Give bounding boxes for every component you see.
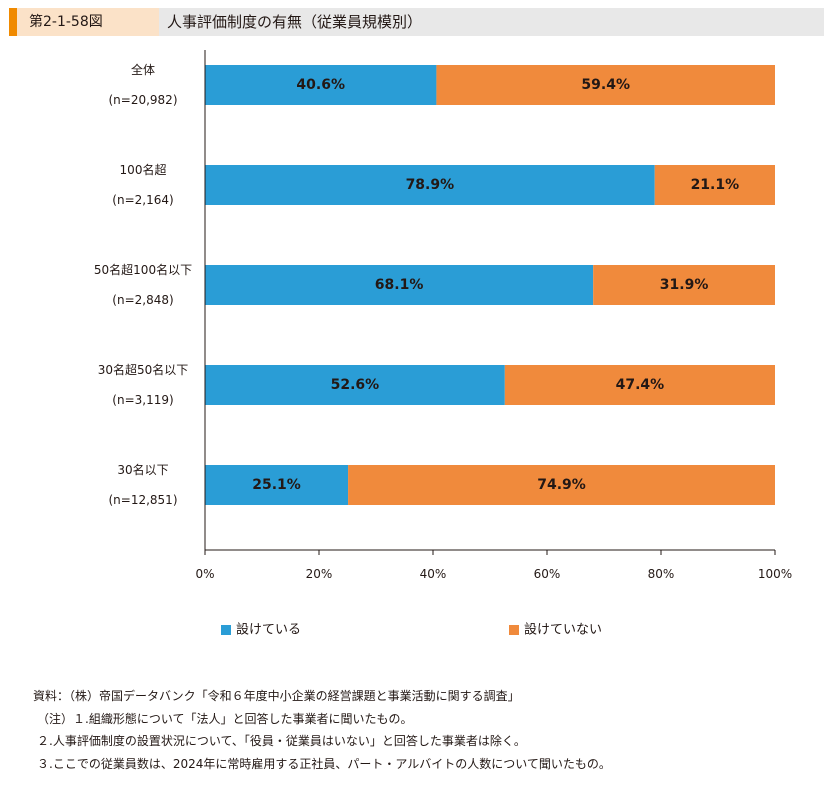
bar-value-label: 47.4%: [616, 377, 665, 393]
notes: 資料：（株）帝国データバンク「令和６年度中小企業の経営課題と事業活動に関する調査…: [33, 685, 611, 775]
x-tick-label: 100%: [758, 567, 792, 581]
category-n-label: (n=2,164): [112, 193, 173, 207]
bar-segment: [504, 365, 775, 405]
figure-title: 人事評価制度の有無（従業員規模別）: [167, 13, 423, 31]
category-label: 30名以下: [117, 462, 168, 477]
x-tick-label: 80%: [648, 567, 675, 581]
stacked-bar-chart: 全体 (n=20,982) 40.6% 59.4% 100名超 (n=2,164) 78.9…: [94, 50, 792, 638]
x-tick-label: 20%: [306, 567, 333, 581]
x-tick-label: 0%: [195, 567, 214, 581]
note-3: ３.ここでの従業員数は、2024年に常時雇用する正社員、パート・アルバイトの人数…: [37, 756, 611, 771]
x-tick-label: 60%: [534, 567, 561, 581]
category-label: 50名超100名以下: [94, 262, 192, 277]
bar-value-label: 52.6%: [331, 377, 380, 393]
header-accent-bar: [9, 8, 17, 36]
bar-segment: [348, 465, 775, 505]
bar-value-label: 25.1%: [252, 477, 301, 493]
bar-segment: [205, 465, 349, 505]
category-n-label: (n=12,851): [108, 493, 177, 507]
bar-value-label: 59.4%: [581, 77, 630, 93]
category-label: 全体: [131, 62, 155, 77]
category-n-label: (n=3,119): [112, 393, 173, 407]
legend-label: 設けていない: [524, 622, 602, 638]
bar-segment: [205, 165, 655, 205]
bar-value-label: 78.9%: [406, 177, 455, 193]
bar-value-label: 31.9%: [660, 277, 709, 293]
note-2: ２.人事評価制度の設置状況について、「役員・従業員はいない」と回答した事業者は除…: [37, 734, 526, 748]
bar-segment: [593, 265, 775, 305]
category-label: 100名超: [120, 162, 167, 177]
x-tick-label: 40%: [420, 567, 447, 581]
legend-swatch: [509, 625, 519, 635]
bar-value-label: 40.6%: [296, 77, 345, 93]
bar-segment: [654, 165, 775, 205]
legend-label: 設けている: [236, 622, 301, 638]
bar-value-label: 68.1%: [375, 277, 424, 293]
note-1: （注）１.組織形態について「法人」と回答した事業者に聞いたもの。: [37, 711, 413, 726]
bar-segment: [205, 65, 437, 105]
figure-number: 第2-1-58図: [29, 14, 103, 30]
figure-number-tab: [17, 8, 159, 36]
bar-segment: [436, 65, 775, 105]
legend-swatch: [221, 625, 231, 635]
bar-segment: [205, 265, 594, 305]
category-label: 30名超50名以下: [98, 362, 189, 377]
bar-value-label: 74.9%: [537, 477, 586, 493]
bar-value-label: 21.1%: [691, 177, 740, 193]
bar-segment: [205, 365, 505, 405]
category-n-label: (n=20,982): [108, 93, 177, 107]
category-n-label: (n=2,848): [112, 293, 173, 307]
source-note: 資料：（株）帝国データバンク「令和６年度中小企業の経営課題と事業活動に関する調査…: [33, 689, 520, 703]
figure-header: 第2-1-58図 人事評価制度の有無（従業員規模別）: [9, 8, 824, 36]
